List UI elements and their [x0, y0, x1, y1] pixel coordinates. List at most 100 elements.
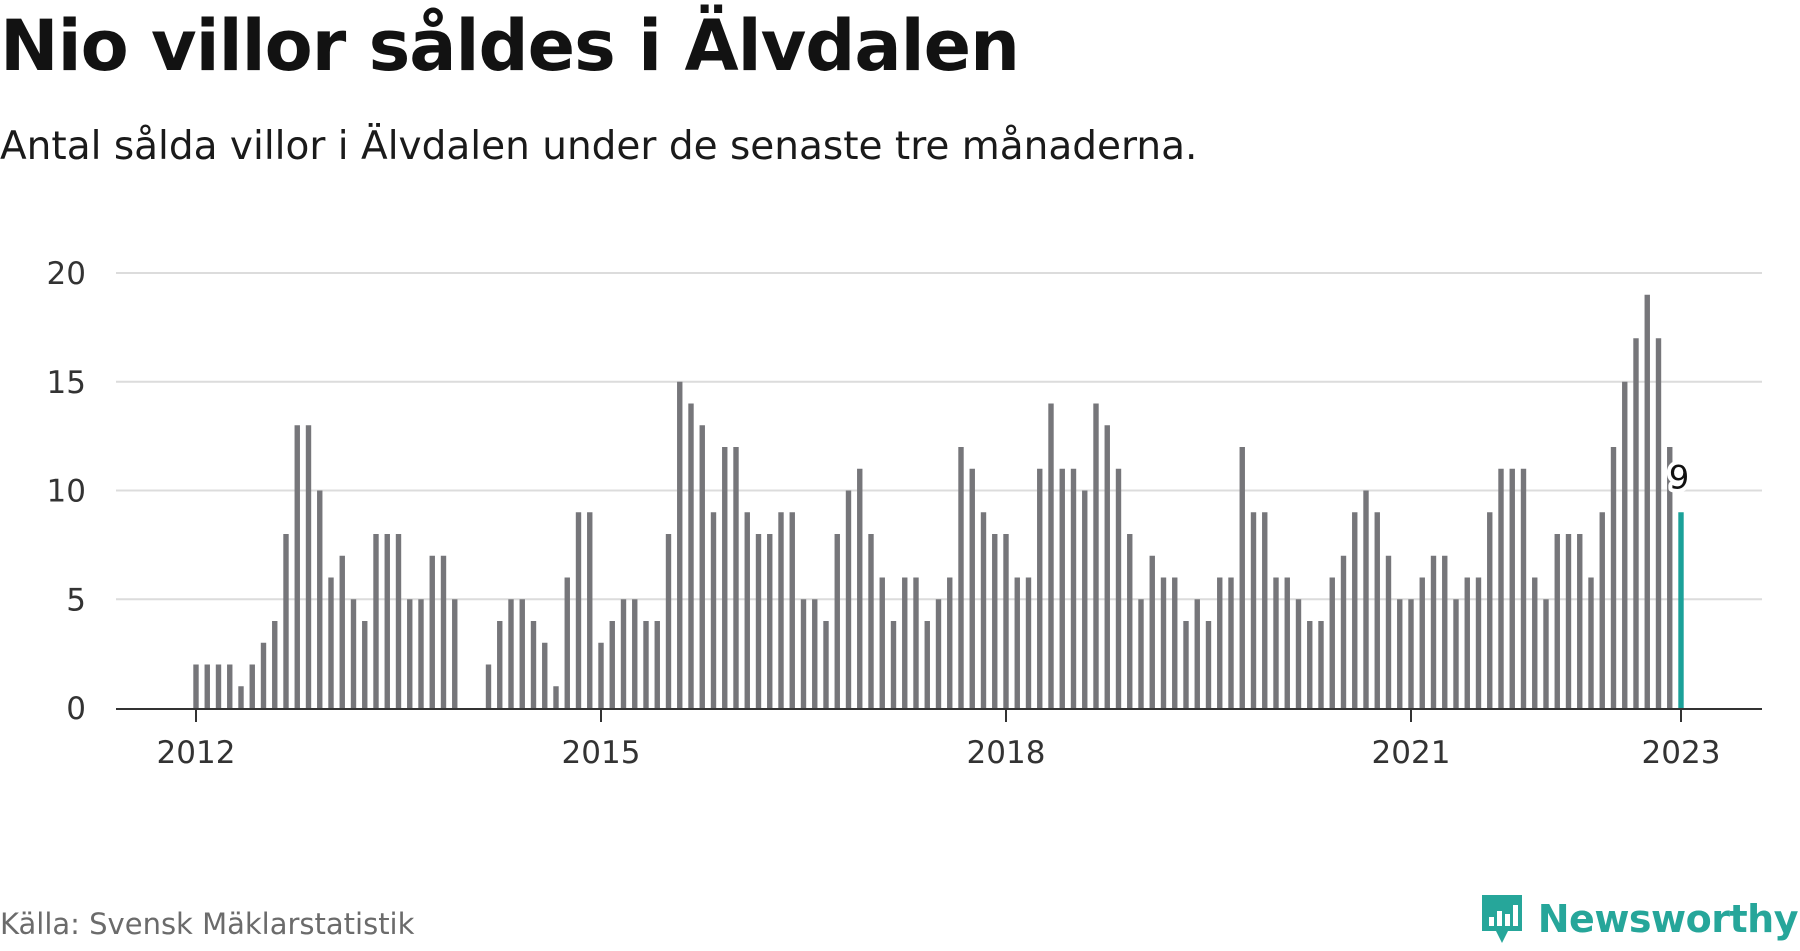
bar	[1588, 577, 1594, 708]
bar	[744, 512, 750, 708]
x-axis-ticks: 2012 2015 2018 2021 2023	[157, 709, 1721, 771]
bar	[1307, 621, 1313, 708]
bar	[1577, 534, 1583, 708]
y-tick-label: 0	[66, 691, 86, 727]
bar	[362, 621, 368, 708]
bar	[935, 599, 942, 708]
bar	[1453, 599, 1459, 708]
bar	[440, 555, 447, 708]
bar	[1037, 468, 1043, 708]
newsworthy-logo-icon	[1481, 895, 1522, 943]
bar	[1194, 599, 1200, 708]
bar	[1408, 599, 1414, 708]
bar	[1419, 577, 1425, 708]
bar	[654, 621, 660, 708]
bar	[283, 534, 289, 708]
bar	[395, 534, 402, 708]
bar	[1610, 447, 1617, 708]
bar	[1565, 534, 1572, 708]
bar	[1340, 555, 1347, 708]
gridlines	[116, 272, 1762, 601]
bar	[1003, 534, 1009, 708]
bar	[238, 686, 244, 708]
x-tick-label: 2021	[1372, 735, 1451, 771]
bar	[530, 621, 537, 708]
bar	[1115, 468, 1122, 708]
bar	[1318, 621, 1324, 708]
x-tick-label: 2012	[157, 735, 236, 771]
bar	[722, 447, 728, 708]
bar	[519, 599, 525, 708]
bar	[834, 534, 840, 708]
bar	[542, 642, 548, 708]
bar	[1262, 512, 1268, 708]
bar	[665, 534, 672, 708]
bar	[1622, 381, 1628, 708]
bar	[1352, 512, 1358, 708]
bar	[913, 577, 919, 708]
bar	[1475, 577, 1482, 708]
bar	[272, 621, 278, 708]
bar	[1059, 468, 1065, 708]
bar	[587, 512, 593, 708]
bar	[384, 534, 390, 708]
bar	[204, 664, 210, 708]
bar	[1217, 577, 1223, 708]
bar	[1442, 555, 1448, 708]
highlight-bar	[1678, 512, 1684, 708]
bar	[958, 447, 964, 708]
bar	[778, 512, 784, 708]
y-tick-label: 10	[47, 474, 86, 510]
bar	[339, 555, 345, 708]
bar	[1250, 512, 1257, 708]
bar	[1205, 621, 1212, 708]
bar	[800, 599, 807, 708]
bar	[1025, 577, 1032, 708]
bar	[1082, 490, 1088, 708]
y-tick-label: 20	[47, 256, 86, 292]
bar	[710, 512, 717, 708]
bar	[1667, 447, 1673, 708]
bar	[699, 425, 705, 708]
bar	[1374, 512, 1380, 708]
bar	[1487, 512, 1493, 708]
highlight-value-label: 9	[1669, 458, 1689, 496]
bar	[609, 621, 615, 708]
bar	[1273, 577, 1279, 708]
brand-logo: Newsworthy	[1478, 887, 1799, 951]
bar	[1138, 599, 1144, 708]
bar	[260, 642, 267, 708]
x-tick-label: 2023	[1642, 735, 1721, 771]
source-note: Källa: Svensk Mäklarstatistik	[0, 907, 415, 941]
bar	[755, 534, 762, 708]
bar	[879, 577, 885, 708]
brand-name: Newsworthy	[1537, 897, 1799, 941]
bar	[305, 425, 312, 708]
bar	[1509, 468, 1515, 708]
bar	[1070, 468, 1077, 708]
bar	[1644, 294, 1650, 708]
bar	[1385, 555, 1392, 708]
bar	[1127, 534, 1133, 708]
bar	[1295, 599, 1302, 708]
bar	[317, 490, 323, 708]
bar	[688, 403, 694, 708]
bar	[868, 534, 874, 708]
bar	[823, 621, 829, 708]
bar	[249, 664, 255, 708]
bar	[1520, 468, 1527, 708]
bar	[1554, 534, 1560, 708]
bar	[1633, 338, 1639, 708]
bar	[1014, 577, 1020, 708]
bar	[1183, 621, 1189, 708]
bar	[1655, 338, 1662, 708]
bar	[294, 425, 300, 708]
chart-subtitle: Antal sålda villor i Älvdalen under de s…	[0, 124, 1198, 169]
bar	[767, 534, 773, 708]
bar	[980, 512, 987, 708]
bar	[1543, 599, 1549, 708]
bar	[1104, 425, 1110, 708]
bars	[193, 294, 1684, 708]
bar	[429, 555, 435, 708]
